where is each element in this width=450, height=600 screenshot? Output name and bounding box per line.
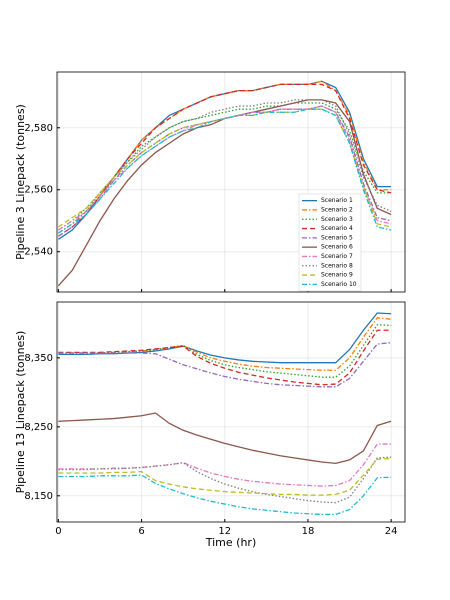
series-line	[58, 457, 392, 496]
y-tick-label: 8,150	[24, 491, 53, 502]
legend-label: Scenario 6	[321, 244, 353, 251]
series-line	[58, 99, 392, 234]
x-axis-label: Time (hr)	[205, 536, 257, 549]
y-tick-label: 2,560	[24, 185, 53, 196]
y-axis-label: Pipeline 13 Linepack (tonnes)	[14, 331, 27, 494]
series-line	[58, 456, 392, 504]
legend-label: Scenario 3	[321, 216, 353, 223]
series-line	[58, 317, 392, 371]
legend-label: Scenario 2	[321, 206, 353, 213]
y-tick-label: 8,250	[24, 422, 53, 433]
plot-frame	[56, 71, 406, 293]
y-tick-label: 2,580	[24, 123, 53, 134]
series-line	[58, 108, 392, 234]
series-line	[58, 412, 392, 465]
series-line	[58, 102, 392, 231]
legend-label: Scenario 8	[321, 262, 353, 269]
x-tick-label: 0	[55, 526, 61, 537]
series-line	[58, 329, 392, 386]
legend-label: Scenario 10	[321, 281, 357, 288]
legend-label: Scenario 1	[321, 197, 353, 204]
y-tick-label: 2,540	[24, 247, 53, 258]
series-line	[58, 443, 392, 487]
series-line	[58, 474, 392, 516]
series-line	[58, 312, 392, 364]
y-axis-label: Pipeline 3 Linepack (tonnes)	[14, 104, 27, 260]
x-tick-label: 18	[302, 526, 315, 537]
legend-label: Scenario 7	[321, 253, 353, 260]
plot-area	[57, 302, 405, 522]
series-line	[58, 342, 392, 388]
x-tick-label: 6	[138, 526, 144, 537]
x-tick-label: 12	[218, 526, 231, 537]
legend-label: Scenario 9	[321, 272, 353, 279]
legend-label: Scenario 5	[321, 234, 353, 241]
plot-frame	[56, 301, 406, 523]
x-tick-label: 24	[385, 526, 398, 537]
y-tick-label: 8,350	[24, 353, 53, 364]
legend-label: Scenario 4	[321, 225, 353, 232]
